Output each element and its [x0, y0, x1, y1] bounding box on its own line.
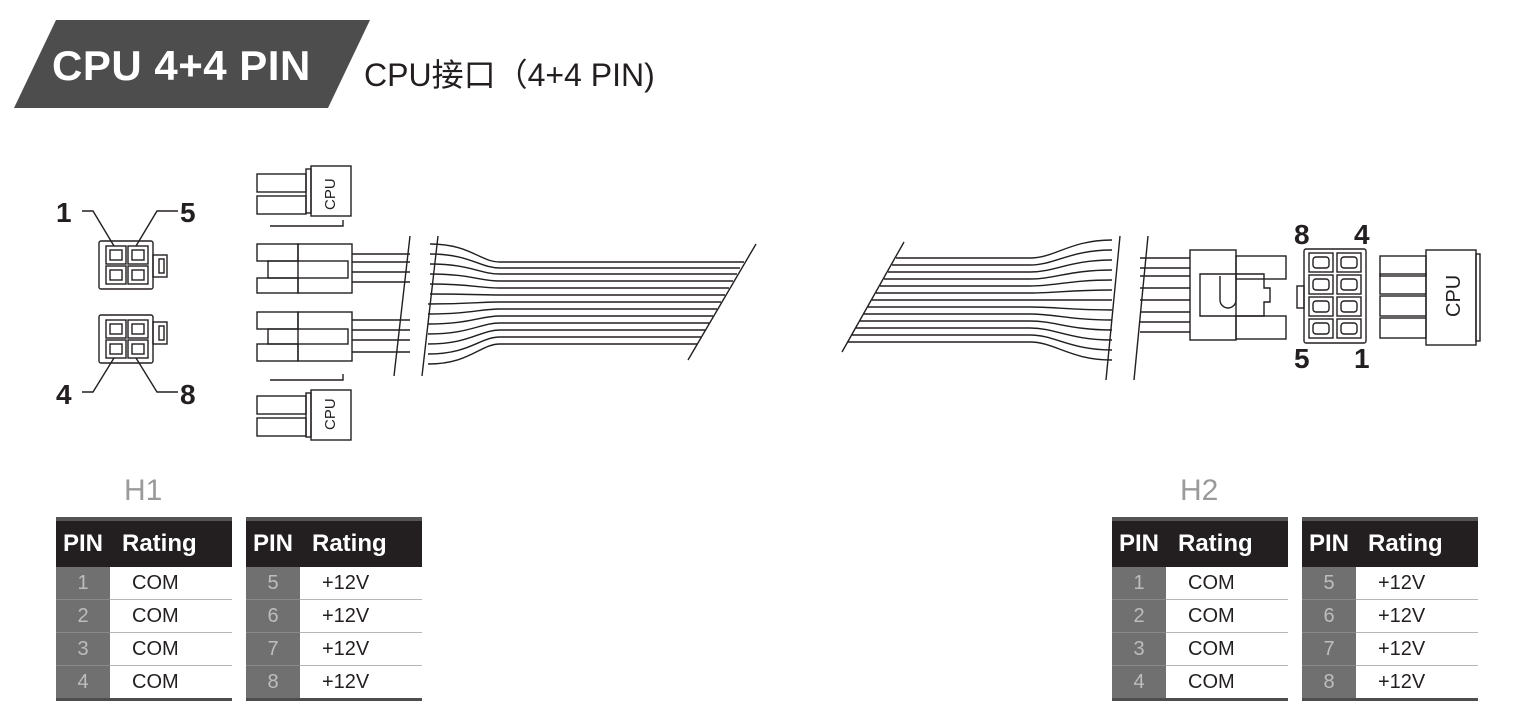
- rating-cell: +12V: [1356, 632, 1478, 666]
- pin-cell: 1: [56, 567, 110, 600]
- table-row: 1 COM: [56, 567, 232, 600]
- table-row: 2 COM: [56, 599, 232, 633]
- column-header-rating: Rating: [300, 517, 422, 567]
- pin-cell: 7: [1302, 632, 1356, 666]
- pin-cell: 8: [1302, 665, 1356, 701]
- left-connector-top-front: [82, 210, 178, 290]
- pin-cell: 1: [1112, 567, 1166, 600]
- page-title: CPU 4+4 PIN: [52, 42, 311, 89]
- page-subtitle: CPU接口（4+4 PIN): [364, 57, 655, 93]
- pin-cell: 4: [1112, 665, 1166, 701]
- left-wire-bundle: [427, 243, 744, 365]
- pin-cell: 3: [56, 632, 110, 666]
- table-row: 5 +12V: [246, 567, 422, 600]
- rating-cell: COM: [1166, 567, 1288, 600]
- cpu-label-bottom: CPU: [322, 398, 339, 430]
- pin-cell: 5: [1302, 567, 1356, 600]
- pin-cell: 2: [56, 599, 110, 633]
- rating-cell: COM: [110, 665, 232, 701]
- pin-number-5-right: 5: [1294, 343, 1310, 374]
- rating-cell: +12V: [300, 665, 422, 701]
- pin-cell: 7: [246, 632, 300, 666]
- break-line: [1105, 235, 1121, 381]
- table-row: 6 +12V: [1302, 599, 1478, 633]
- column-header-rating: Rating: [1356, 517, 1478, 567]
- table-row: 2 COM: [1112, 599, 1288, 633]
- pin-cell: 5: [246, 567, 300, 600]
- pin-number-8-right: 8: [1294, 219, 1310, 250]
- rating-cell: COM: [1166, 665, 1288, 701]
- rating-cell: +12V: [300, 599, 422, 633]
- pin-cell: 2: [1112, 599, 1166, 633]
- pin-number-8-left: 8: [180, 379, 196, 410]
- break-line: [1133, 235, 1149, 381]
- pin-cell: 6: [1302, 599, 1356, 633]
- column-header-pin: PIN: [1302, 517, 1356, 567]
- table-row: 7 +12V: [246, 632, 422, 666]
- column-header-pin: PIN: [1112, 517, 1166, 567]
- rating-cell: COM: [110, 567, 232, 600]
- right-cpu-connector: [1379, 249, 1481, 346]
- column-header-pin: PIN: [56, 517, 110, 567]
- column-header-rating: Rating: [110, 517, 232, 567]
- rating-cell: +12V: [300, 632, 422, 666]
- h2-pin-table-b: PIN Rating 5 +12V 6 +12V 7 +12V 8 +12V: [1302, 517, 1478, 701]
- rating-cell: +12V: [1356, 665, 1478, 701]
- pin-number-4-left: 4: [56, 379, 72, 410]
- header-h2-label: H2: [1180, 474, 1219, 507]
- rating-cell: COM: [110, 632, 232, 666]
- pin-number-1-left: 1: [56, 197, 72, 228]
- table-row: 6 +12V: [246, 599, 422, 633]
- pin-number-4-right: 4: [1354, 219, 1370, 250]
- header-h1-label: H1: [124, 474, 163, 507]
- rating-cell: +12V: [300, 567, 422, 600]
- right-connector-side: [1140, 249, 1287, 341]
- break-line: [841, 241, 905, 353]
- pin-number-1-right: 1: [1354, 343, 1370, 374]
- pin-number-5-left: 5: [180, 197, 196, 228]
- table-row: 5 +12V: [1302, 567, 1478, 600]
- h2-pin-table-a: PIN Rating 1 COM 2 COM 3 COM 4 COM: [1112, 517, 1288, 701]
- rating-cell: COM: [110, 599, 232, 633]
- title-banner: [14, 20, 370, 108]
- column-header-rating: Rating: [1166, 517, 1288, 567]
- break-line: [393, 235, 411, 377]
- left-connector-side-top: [256, 165, 410, 294]
- rating-cell: +12V: [1356, 567, 1478, 600]
- table-row: 1 COM: [1112, 567, 1288, 600]
- break-line: [687, 243, 757, 361]
- rating-cell: COM: [1166, 599, 1288, 633]
- pin-cell: 8: [246, 665, 300, 701]
- table-row: 8 +12V: [1302, 665, 1478, 701]
- right-connector-front: [1296, 248, 1367, 344]
- cpu-label-right: CPU: [1443, 275, 1465, 317]
- column-header-pin: PIN: [246, 517, 300, 567]
- table-row: 4 COM: [1112, 665, 1288, 701]
- right-wire-bundle: [848, 239, 1113, 361]
- rating-cell: COM: [1166, 632, 1288, 666]
- table-row: 3 COM: [56, 632, 232, 666]
- left-connector-bottom-front: [82, 314, 178, 393]
- rating-cell: +12V: [1356, 599, 1478, 633]
- table-row: 3 COM: [1112, 632, 1288, 666]
- h1-pin-table-a: PIN Rating 1 COM 2 COM 3 COM 4 COM: [56, 517, 232, 701]
- table-row: 4 COM: [56, 665, 232, 701]
- pin-cell: 4: [56, 665, 110, 701]
- table-row: 7 +12V: [1302, 632, 1478, 666]
- pin-cell: 3: [1112, 632, 1166, 666]
- break-line: [421, 235, 439, 377]
- cpu-label-top: CPU: [322, 178, 339, 210]
- pin-cell: 6: [246, 599, 300, 633]
- table-row: 8 +12V: [246, 665, 422, 701]
- h1-pin-table-b: PIN Rating 5 +12V 6 +12V 7 +12V 8 +12V: [246, 517, 422, 701]
